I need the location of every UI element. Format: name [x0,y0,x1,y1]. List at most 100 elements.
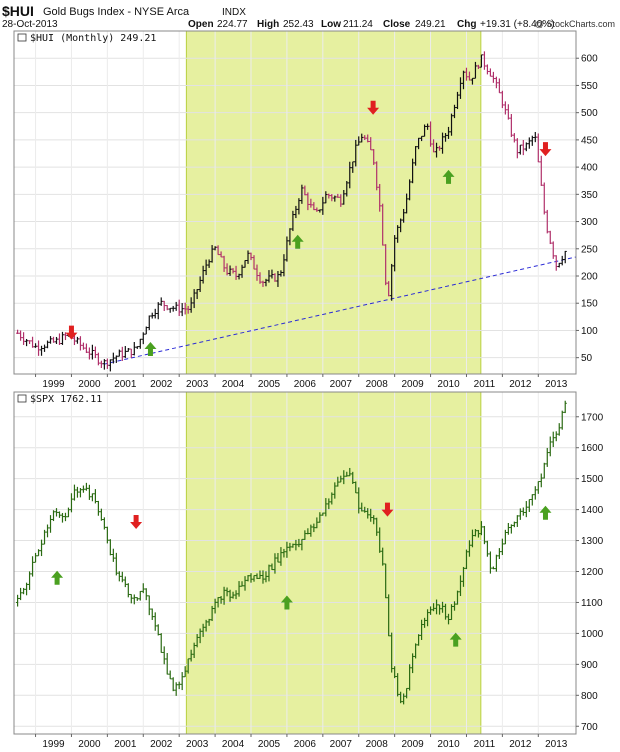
spx-gridlines [14,392,576,734]
hui-legend-swatch [17,33,27,42]
hui-x-tick-label: 2009 [401,379,424,390]
hui-gridlines [14,31,576,374]
spx-x-tick-label: 2008 [366,739,389,750]
spx-x-axis: 1999 2000 2001 2002 2003 2004 2005 2006 2007 2008… [35,734,568,750]
spx-price-bars [15,400,567,705]
hui-trendline [103,256,577,365]
hui-x-tick-label: 2000 [78,379,101,390]
spx-x-tick-label: 2003 [186,739,209,750]
spx-y-axis: 700 800 900 1000 1100 1200 1300 1400 1500 1600 170… [576,412,604,733]
spx-panel: 700 800 900 1000 1100 1200 1300 1400 1500 1600 170… [13,391,604,750]
hui-panel: 50 100 150 200 250 300 350 400 450 500 550 600 1999… [13,30,598,390]
up-arrow-icon [280,595,293,610]
header-exchange: INDX [222,7,246,18]
down-arrow-icon [367,100,380,115]
hui-y-tick-label: 250 [581,244,598,255]
hui-y-tick-label: 400 [581,163,598,174]
spx-x-tick-label: 2006 [294,739,317,750]
spx-x-tick-label: 2005 [258,739,281,750]
spx-x-tick-label: 2007 [330,739,353,750]
hui-y-tick-label: 50 [581,353,593,364]
hui-y-tick-label: 100 [581,326,598,337]
spx-x-tick-label: 1999 [42,739,65,750]
spx-x-tick-label: 2009 [401,739,424,750]
header-name: Gold Bugs Index - NYSE Arca [43,6,190,18]
hui-y-tick-label: 600 [581,54,598,65]
header-date: 28-Oct-2013 [2,19,58,30]
high-label: High [257,19,279,30]
spx-y-tick-label: 700 [581,722,598,733]
hui-y-tick-label: 150 [581,299,598,310]
header-symbol: $HUI [2,3,34,19]
hui-highlight-band [185,30,482,375]
spx-y-tick-label: 1200 [581,567,604,578]
up-arrow-icon [442,169,455,184]
down-arrow-icon [381,502,394,517]
spx-y-tick-label: 1600 [581,443,604,454]
spx-x-tick-label: 2004 [222,739,245,750]
spx-legend: $SPX 1762.11 [30,394,102,405]
low-value: 211.24 [343,19,373,30]
up-arrow-icon [539,505,552,520]
hui-x-tick-label: 1999 [42,379,65,390]
down-arrow-icon [130,514,143,529]
spx-plot-frame [13,391,577,735]
down-arrow-icon [65,325,78,340]
spx-y-tick-label: 1700 [581,412,604,423]
hui-y-tick-label: 200 [581,272,598,283]
spx-y-tick-label: 900 [581,660,598,671]
hui-x-tick-label: 2011 [474,379,496,390]
hui-x-tick-label: 2004 [222,379,245,390]
hui-x-tick-label: 2001 [114,379,137,390]
hui-x-tick-label: 2008 [366,379,389,390]
hui-plot-frame [13,30,577,375]
up-arrow-icon [291,234,304,249]
hui-legend: $HUI (Monthly) 249.21 [30,33,156,44]
hui-y-tick-label: 500 [581,108,598,119]
spx-highlight-band [185,391,482,735]
close-value: 249.21 [415,19,446,30]
hui-annotations [65,100,552,356]
watermark: @ StockCharts.com [535,19,615,29]
spx-x-tick-label: 2002 [150,739,173,750]
hui-y-tick-label: 450 [581,135,598,146]
chg-value: +19.31 (+8.40%) [480,19,555,30]
spx-x-tick-label: 2000 [78,739,101,750]
hui-x-tick-label: 2006 [294,379,317,390]
hui-x-tick-label: 2002 [150,379,173,390]
up-arrow-icon [449,632,462,647]
hui-y-tick-label: 300 [581,217,598,228]
hui-x-tick-label: 2007 [330,379,353,390]
spx-x-tick-label: 2013 [545,739,568,750]
spx-x-tick-label: 2012 [509,739,532,750]
close-label: Close [383,19,411,30]
spx-y-tick-label: 1100 [581,598,603,609]
spx-legend-swatch [17,394,27,403]
hui-y-tick-label: 350 [581,190,598,201]
hui-x-tick-label: 2012 [509,379,532,390]
spx-y-tick-label: 1500 [581,474,604,485]
hui-price-bars [15,51,567,372]
hui-y-axis: 50 100 150 200 250 300 350 400 450 500 550 600 [576,54,598,364]
hui-x-tick-label: 2010 [437,379,460,390]
spx-x-tick-label: 2011 [474,739,496,750]
hui-y-tick-label: 550 [581,81,598,92]
hui-x-tick-label: 2005 [258,379,281,390]
hui-x-tick-label: 2013 [545,379,568,390]
up-arrow-icon [51,570,64,585]
spx-y-tick-label: 800 [581,691,598,702]
spx-x-tick-label: 2001 [114,739,137,750]
open-label: Open [188,19,214,30]
spx-y-tick-label: 1000 [581,629,604,640]
open-value: 224.77 [217,19,248,30]
hui-x-tick-label: 2003 [186,379,209,390]
spx-y-tick-label: 1300 [581,536,604,547]
high-value: 252.43 [283,19,314,30]
spx-annotations [51,502,552,647]
hui-x-axis: 1999 2000 2001 2002 2003 2004 2005 2006 2007 2008… [35,374,568,390]
up-arrow-icon [144,341,157,356]
chg-label: Chg [457,19,476,30]
down-arrow-icon [539,142,552,157]
low-label: Low [321,19,341,30]
